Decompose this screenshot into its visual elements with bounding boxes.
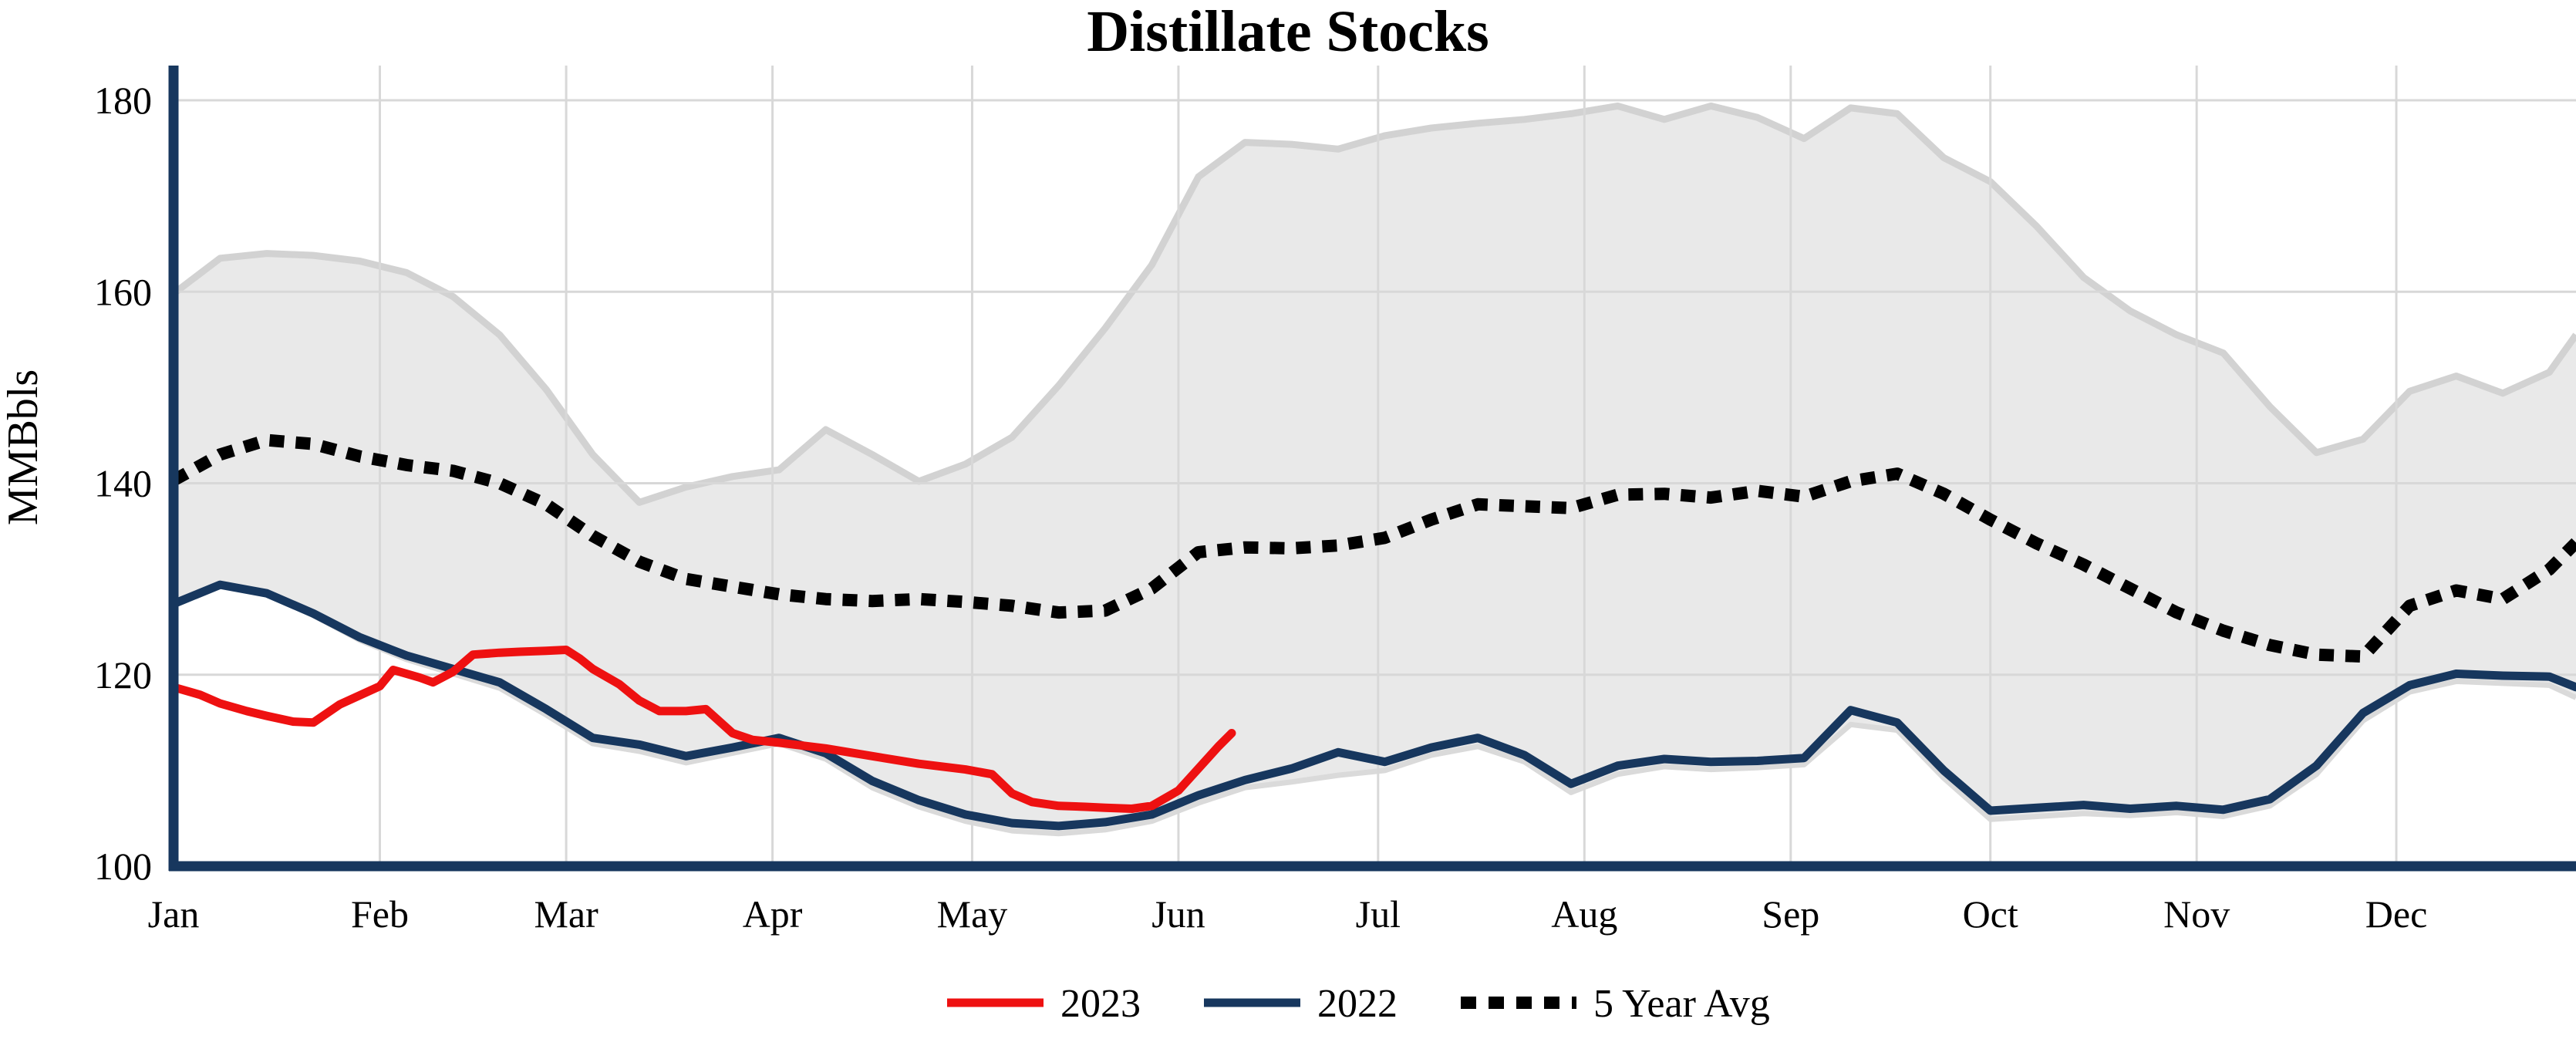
month-label: Jul <box>1356 892 1401 936</box>
band-upper-edge <box>171 102 2576 506</box>
month-label: Feb <box>351 892 409 936</box>
legend-label-2023: 2023 <box>1060 982 1141 1026</box>
line-2023 <box>169 646 1236 813</box>
chart-title: Distillate Stocks <box>1087 0 1489 64</box>
x-tick-labels: Jan Feb Mar Apr May Jun Jul Aug Sep Oct Nov Dec <box>148 892 2428 936</box>
month-label: Dec <box>2365 892 2428 936</box>
legend-label-2022: 2022 <box>1317 982 1398 1026</box>
month-label: Jun <box>1151 892 1205 936</box>
five-year-range-band <box>174 106 2576 834</box>
y-tick-label: 140 <box>94 462 152 505</box>
line-2022 <box>169 580 2576 831</box>
month-label: Aug <box>1551 892 1617 936</box>
axis-layer <box>168 66 2576 872</box>
gridline-layer <box>174 66 2576 866</box>
month-label: Mar <box>534 892 598 936</box>
legend-label-5-year-avg: 5 Year Avg <box>1593 982 1770 1026</box>
month-label: Nov <box>2163 892 2230 936</box>
y-tick-label: 100 <box>94 845 152 888</box>
y-tick-label: 180 <box>94 79 152 122</box>
y-tick-label: 160 <box>94 270 152 313</box>
line-5-year-avg <box>170 433 2576 663</box>
five-year-range-band-layer <box>171 102 2576 837</box>
month-label: Apr <box>743 892 803 936</box>
y-axis-label: MMBbls <box>0 369 47 525</box>
y-tick-labels: 100 120 140 160 180 <box>94 79 152 888</box>
month-label: May <box>937 892 1008 936</box>
series-layer <box>169 433 2576 831</box>
y-tick-label: 120 <box>94 653 152 697</box>
month-label: Oct <box>1963 892 2018 936</box>
band-lower-edge <box>172 582 2576 837</box>
month-label: Jan <box>148 892 200 936</box>
month-label: Sep <box>1762 892 1819 936</box>
legend: 2023 2022 5 Year Avg <box>947 982 1770 1026</box>
